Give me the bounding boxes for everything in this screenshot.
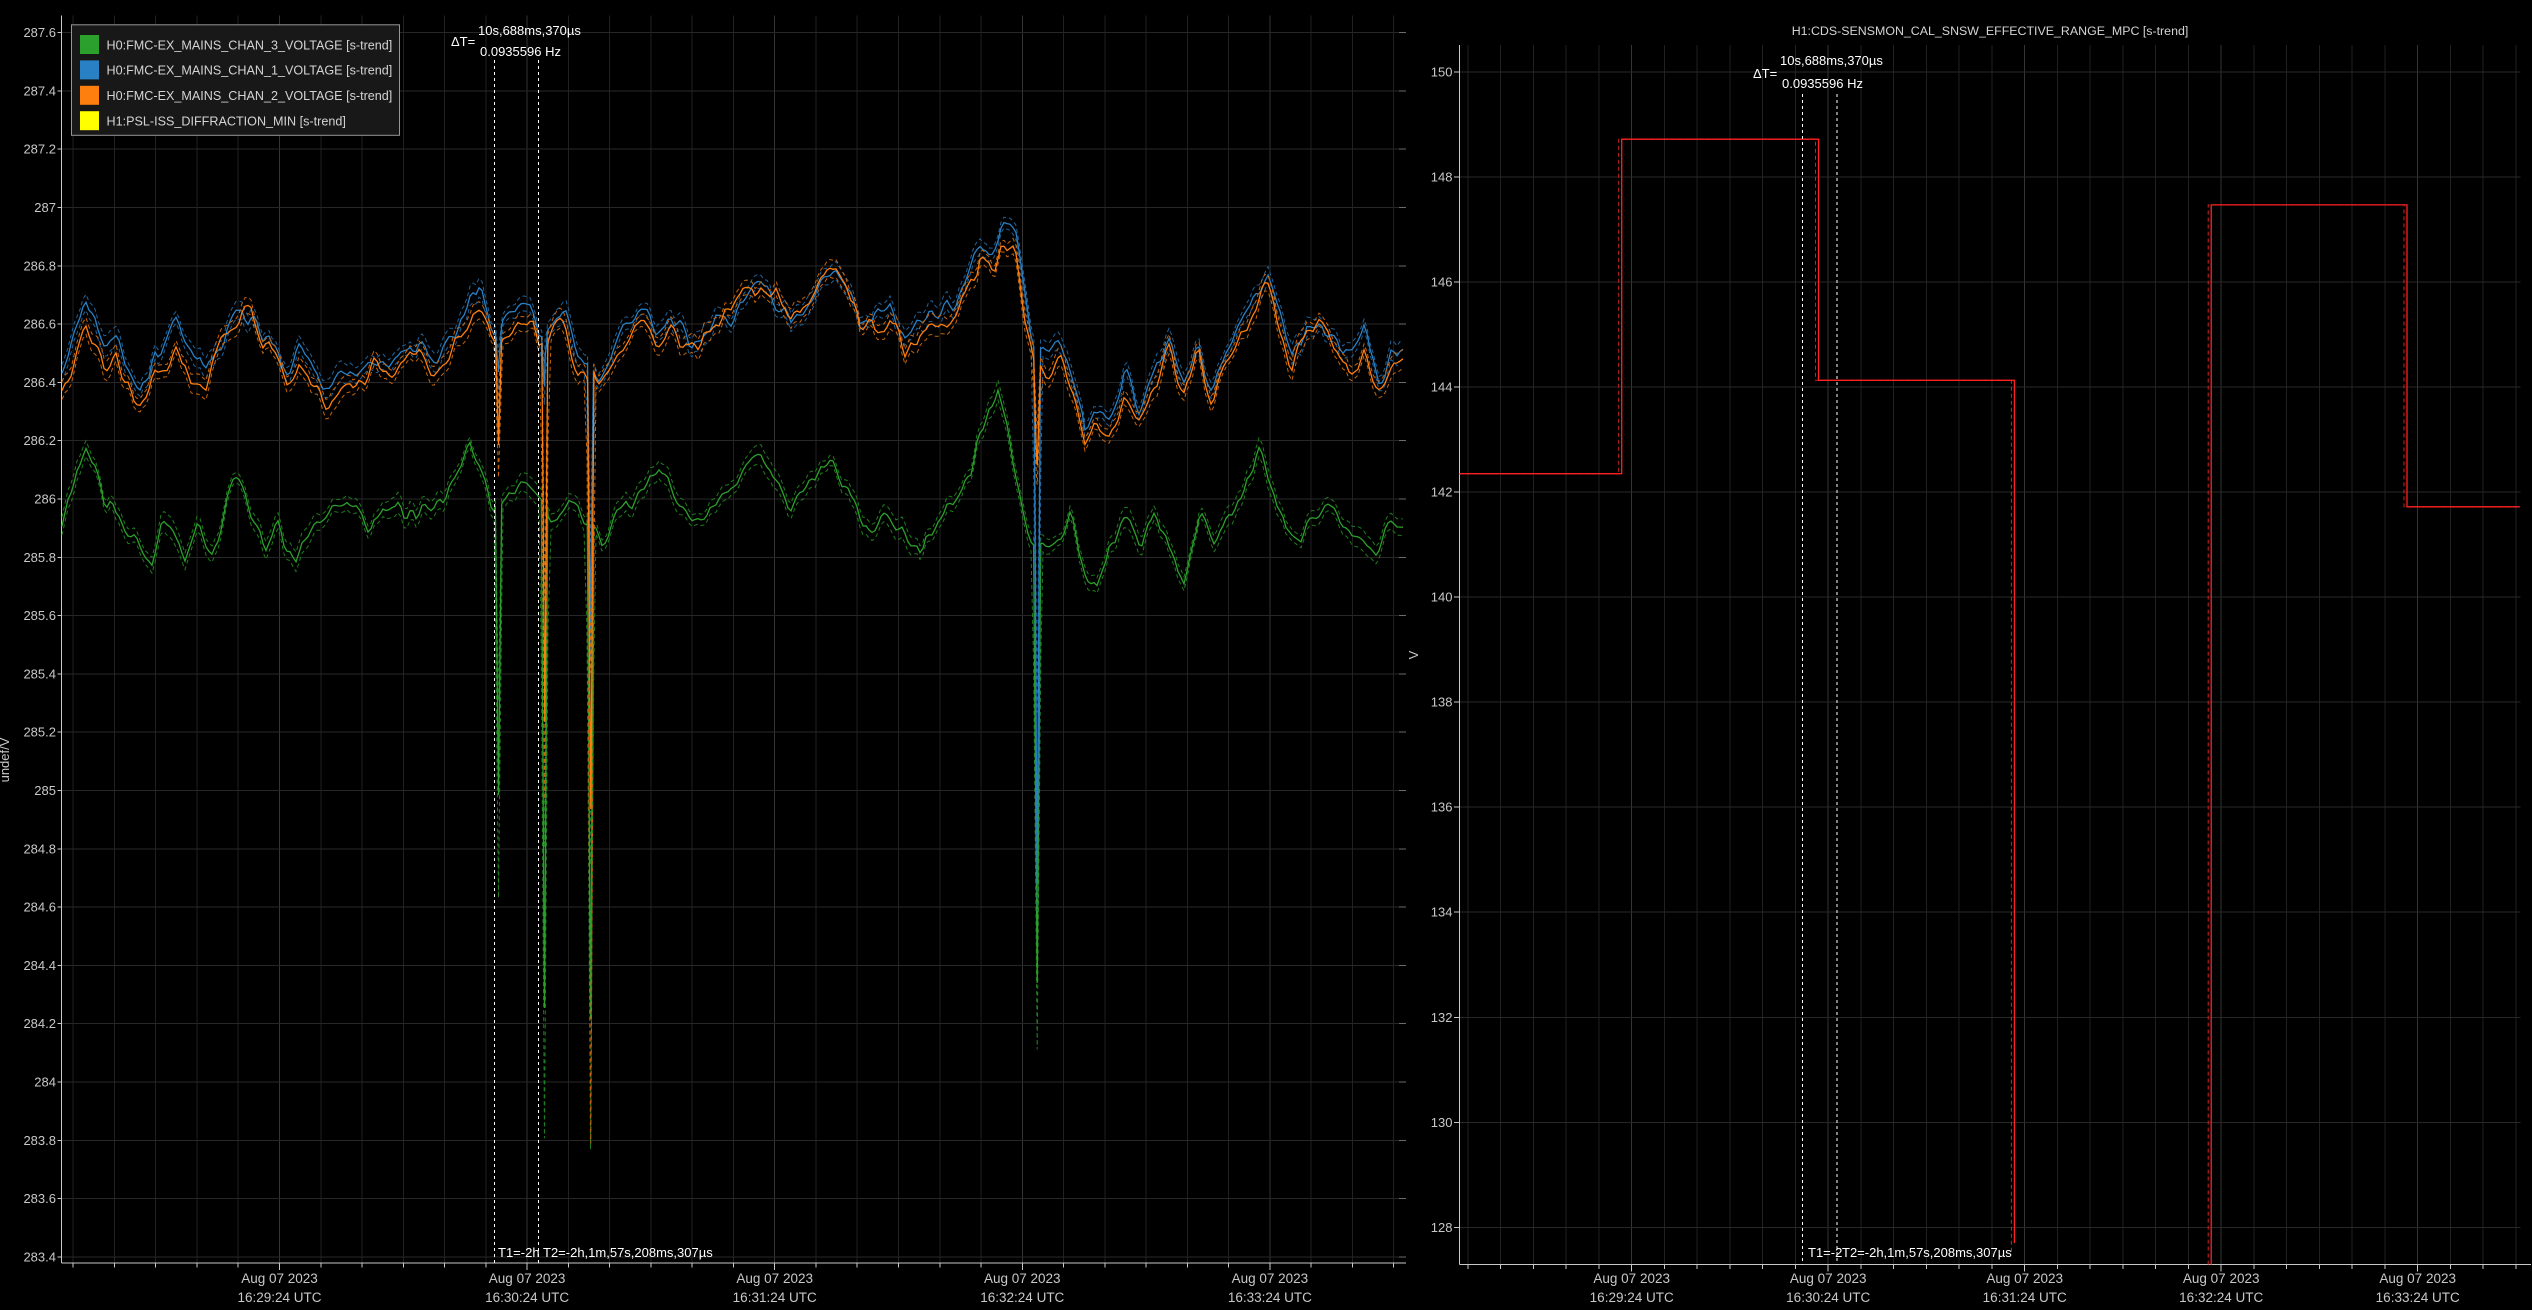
svg-text:16:29:24 UTC: 16:29:24 UTC bbox=[1590, 1290, 1674, 1305]
svg-text:286: 286 bbox=[34, 492, 56, 507]
svg-text:284: 284 bbox=[34, 1075, 56, 1090]
svg-text:285.8: 285.8 bbox=[23, 550, 56, 565]
svg-text:ΔT=: ΔT= bbox=[1753, 66, 1777, 81]
svg-text:H1:CDS-SENSMON_CAL_SNSW_EFFECT: H1:CDS-SENSMON_CAL_SNSW_EFFECTIVE_RANGE_… bbox=[1792, 24, 2189, 38]
svg-text:285.2: 285.2 bbox=[23, 725, 56, 740]
svg-text:132: 132 bbox=[1431, 1010, 1453, 1025]
svg-text:283.6: 283.6 bbox=[23, 1191, 56, 1206]
svg-text:284.8: 284.8 bbox=[23, 841, 56, 856]
svg-text:0.0935596 Hz: 0.0935596 Hz bbox=[480, 44, 561, 59]
svg-text:T1=-2h: T1=-2h bbox=[498, 1245, 540, 1260]
svg-text:H0:FMC-EX_MAINS_CHAN_1_VOLTAGE: H0:FMC-EX_MAINS_CHAN_1_VOLTAGE [s-trend] bbox=[107, 64, 393, 78]
svg-text:130: 130 bbox=[1431, 1115, 1453, 1130]
svg-text:Aug 07 2023: Aug 07 2023 bbox=[736, 1271, 813, 1286]
svg-text:287: 287 bbox=[34, 200, 56, 215]
svg-text:283.4: 283.4 bbox=[23, 1249, 56, 1264]
svg-text:138: 138 bbox=[1431, 695, 1453, 710]
svg-text:H1:PSL-ISS_DIFFRACTION_MIN [s-: H1:PSL-ISS_DIFFRACTION_MIN [s-trend] bbox=[107, 115, 346, 129]
svg-text:Aug 07 2023: Aug 07 2023 bbox=[489, 1271, 566, 1286]
svg-text:287.4: 287.4 bbox=[23, 83, 56, 98]
svg-text:284.2: 284.2 bbox=[23, 1016, 56, 1031]
svg-text:148: 148 bbox=[1431, 170, 1453, 185]
svg-text:10s,688ms,370µs: 10s,688ms,370µs bbox=[478, 23, 581, 38]
svg-text:10s,688ms,370µs: 10s,688ms,370µs bbox=[1780, 53, 1883, 68]
svg-text:128: 128 bbox=[1431, 1220, 1453, 1235]
svg-text:286.8: 286.8 bbox=[23, 258, 56, 273]
svg-text:16:30:24 UTC: 16:30:24 UTC bbox=[485, 1290, 569, 1305]
svg-text:286.6: 286.6 bbox=[23, 317, 56, 332]
svg-text:284.6: 284.6 bbox=[23, 900, 56, 915]
svg-text:142: 142 bbox=[1431, 485, 1453, 500]
svg-text:285.6: 285.6 bbox=[23, 608, 56, 623]
svg-text:Aug 07 2023: Aug 07 2023 bbox=[2183, 1271, 2260, 1286]
svg-text:Aug 07 2023: Aug 07 2023 bbox=[241, 1271, 318, 1286]
svg-text:H0:FMC-EX_MAINS_CHAN_2_VOLTAGE: H0:FMC-EX_MAINS_CHAN_2_VOLTAGE [s-trend] bbox=[107, 89, 393, 103]
svg-text:T2=-2h,1m,57s,208ms,307µs: T2=-2h,1m,57s,208ms,307µs bbox=[1842, 1245, 2012, 1260]
svg-text:Aug 07 2023: Aug 07 2023 bbox=[2379, 1271, 2456, 1286]
svg-text:16:33:24 UTC: 16:33:24 UTC bbox=[1228, 1290, 1312, 1305]
svg-text:H0:FMC-EX_MAINS_CHAN_3_VOLTAGE: H0:FMC-EX_MAINS_CHAN_3_VOLTAGE [s-trend] bbox=[107, 38, 393, 52]
svg-text:134: 134 bbox=[1431, 905, 1453, 920]
svg-text:16:30:24 UTC: 16:30:24 UTC bbox=[1786, 1290, 1870, 1305]
svg-text:286.4: 286.4 bbox=[23, 375, 56, 390]
svg-text:140: 140 bbox=[1431, 590, 1453, 605]
svg-text:16:31:24 UTC: 16:31:24 UTC bbox=[1983, 1290, 2067, 1305]
svg-text:16:32:24 UTC: 16:32:24 UTC bbox=[2179, 1290, 2263, 1305]
svg-text:Aug 07 2023: Aug 07 2023 bbox=[1986, 1271, 2063, 1286]
svg-text:Aug 07 2023: Aug 07 2023 bbox=[984, 1271, 1061, 1286]
svg-text:16:31:24 UTC: 16:31:24 UTC bbox=[733, 1290, 817, 1305]
svg-text:285.4: 285.4 bbox=[23, 666, 56, 681]
svg-text:16:32:24 UTC: 16:32:24 UTC bbox=[980, 1290, 1064, 1305]
svg-text:146: 146 bbox=[1431, 275, 1453, 290]
svg-text:284.4: 284.4 bbox=[23, 958, 56, 973]
svg-text:150: 150 bbox=[1431, 65, 1453, 80]
svg-text:287.2: 287.2 bbox=[23, 142, 56, 157]
svg-text:16:33:24 UTC: 16:33:24 UTC bbox=[2376, 1290, 2460, 1305]
svg-text:0.0935596 Hz: 0.0935596 Hz bbox=[1782, 76, 1863, 91]
svg-text:V: V bbox=[1406, 650, 1421, 659]
svg-text:undef/V: undef/V bbox=[0, 737, 12, 782]
svg-text:Aug 07 2023: Aug 07 2023 bbox=[1790, 1271, 1867, 1286]
svg-text:T2=-2h,1m,57s,208ms,307µs: T2=-2h,1m,57s,208ms,307µs bbox=[543, 1245, 713, 1260]
svg-text:Aug 07 2023: Aug 07 2023 bbox=[1232, 1271, 1309, 1286]
svg-text:286.2: 286.2 bbox=[23, 433, 56, 448]
svg-text:287.6: 287.6 bbox=[23, 25, 56, 40]
svg-text:144: 144 bbox=[1431, 380, 1453, 395]
svg-text:Aug 07 2023: Aug 07 2023 bbox=[1593, 1271, 1670, 1286]
svg-text:283.8: 283.8 bbox=[23, 1133, 56, 1148]
svg-text:T1=-2: T1=-2 bbox=[1808, 1245, 1842, 1260]
svg-text:285: 285 bbox=[34, 783, 56, 798]
svg-text:ΔT=: ΔT= bbox=[451, 34, 475, 49]
svg-text:136: 136 bbox=[1431, 800, 1453, 815]
svg-text:16:29:24 UTC: 16:29:24 UTC bbox=[237, 1290, 321, 1305]
